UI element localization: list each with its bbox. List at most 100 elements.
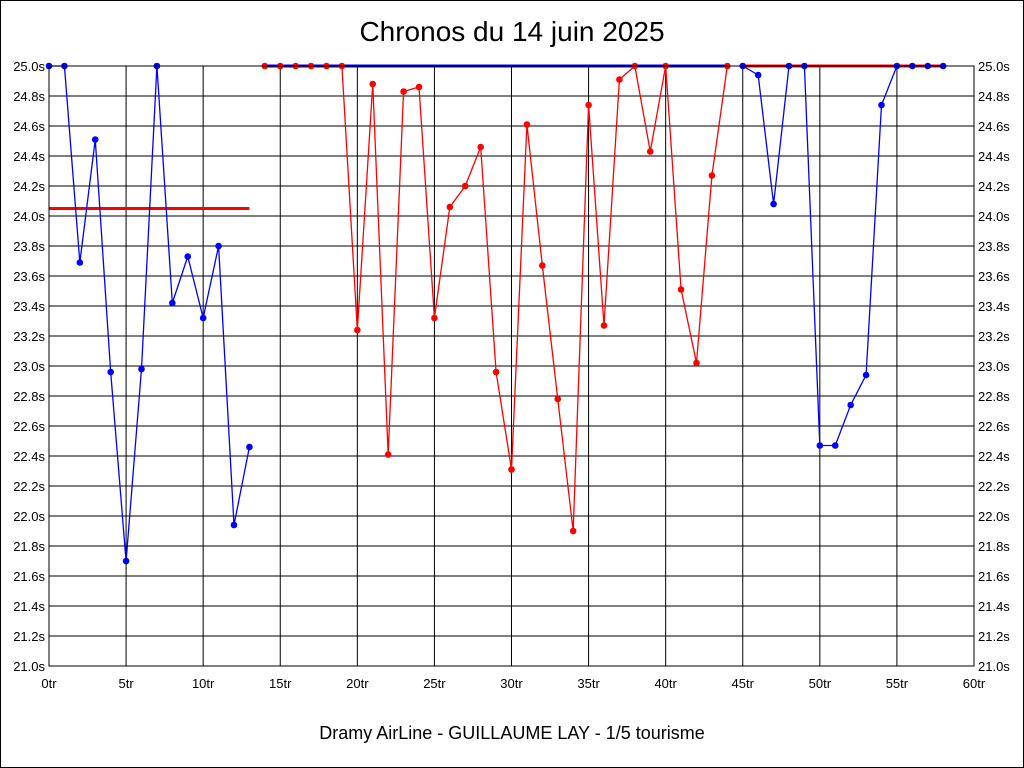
data-point	[184, 253, 192, 260]
y-tick-label-right: 21.4s	[978, 599, 1010, 614]
x-tick-label: 5tr	[118, 676, 134, 691]
data-point	[600, 322, 608, 329]
y-tick-label: 21.2s	[13, 629, 45, 644]
y-tick-label-right: 24.6s	[978, 119, 1010, 134]
y-tick-label: 25.0s	[13, 59, 45, 74]
data-point	[569, 527, 577, 535]
data-point	[76, 259, 84, 266]
data-point	[847, 401, 854, 409]
data-point	[677, 286, 685, 293]
data-point	[693, 359, 700, 367]
data-point	[215, 242, 222, 250]
y-tick-label-right: 22.4s	[978, 449, 1010, 464]
y-tick-label-right: 24.0s	[978, 209, 1010, 224]
y-tick-label-right: 21.0s	[978, 659, 1010, 674]
y-tick-label: 22.2s	[13, 479, 45, 494]
data-point	[122, 557, 130, 565]
data-point	[369, 80, 377, 88]
y-tick-label-right: 23.0s	[978, 359, 1010, 374]
data-point	[523, 121, 531, 128]
data-point	[230, 521, 238, 529]
x-tick-label: 10tr	[192, 676, 215, 691]
x-tick-label: 20tr	[346, 676, 369, 691]
data-point	[831, 442, 839, 449]
y-tick-label: 21.0s	[13, 659, 45, 674]
y-tick-label: 24.0s	[13, 209, 45, 224]
y-tick-label: 24.4s	[13, 149, 45, 164]
y-tick-label-right: 23.6s	[978, 269, 1010, 284]
data-point	[816, 442, 824, 449]
x-tick-label: 25tr	[423, 676, 446, 691]
data-point	[400, 88, 407, 95]
y-tick-label: 24.6s	[13, 119, 45, 134]
x-tick-label: 0tr	[41, 676, 57, 691]
data-point	[770, 200, 777, 208]
data-point	[508, 466, 515, 473]
data-point	[539, 262, 546, 269]
y-tick-label: 23.6s	[13, 269, 45, 284]
x-axis: 0tr 5tr 10tr 15tr 20tr 25tr 30tr 35tr 40tr 45tr 50…	[41, 676, 985, 691]
y-tick-label: 23.4s	[13, 299, 45, 314]
data-point	[199, 314, 207, 322]
y-tick-label: 22.0s	[13, 509, 45, 524]
data-point	[754, 71, 762, 79]
data-series	[45, 62, 947, 565]
data-point	[554, 395, 562, 403]
y-tick-label-right: 22.2s	[978, 479, 1010, 494]
x-tick-label: 35tr	[577, 676, 600, 691]
data-point	[431, 314, 438, 322]
data-point	[446, 203, 454, 211]
y-tick-label-right: 21.6s	[978, 569, 1010, 584]
series-line	[49, 65, 251, 562]
y-tick-label-right: 23.8s	[978, 239, 1010, 254]
y-tick-label: 21.8s	[13, 539, 45, 554]
y-tick-label: 24.8s	[13, 89, 45, 104]
plot-border	[48, 65, 975, 667]
data-point	[461, 182, 469, 190]
x-tick-label: 15tr	[269, 676, 292, 691]
chart-subtitle: Dramy AirLine - GUILLAUME LAY - 1/5 tour…	[319, 723, 705, 743]
data-point	[878, 101, 885, 109]
data-point	[646, 148, 654, 155]
x-tick-label: 40tr	[654, 676, 677, 691]
x-tick-label: 45tr	[732, 676, 755, 691]
data-point	[384, 451, 392, 458]
y-tick-label-right: 22.6s	[978, 419, 1010, 434]
data-point	[169, 299, 176, 307]
y-tick-label-right: 25.0s	[978, 59, 1010, 74]
y-tick-label-right: 22.8s	[978, 389, 1010, 404]
y-tick-label-right: 23.4s	[978, 299, 1010, 314]
y-tick-label-right: 22.0s	[978, 509, 1010, 524]
data-point	[91, 136, 99, 143]
y-tick-label: 22.6s	[13, 419, 45, 434]
data-point	[354, 326, 361, 334]
chart-title: Chronos du 14 juin 2025	[359, 16, 665, 47]
x-tick-label: 50tr	[809, 676, 832, 691]
y-tick-label: 21.4s	[13, 599, 45, 614]
x-tick-label: 30tr	[500, 676, 523, 691]
y-tick-label-right: 24.2s	[978, 179, 1010, 194]
x-tick-label: 55tr	[886, 676, 909, 691]
data-point	[708, 172, 716, 179]
series-line	[742, 65, 944, 447]
y-axis-right: 21.0s 21.2s 21.4s 21.6s 21.8s 22.0s 22.2s 22.4s…	[978, 59, 1010, 674]
grid-lines	[48, 65, 975, 667]
data-point	[492, 368, 500, 376]
y-tick-label: 23.8s	[13, 239, 45, 254]
y-tick-label: 22.4s	[13, 449, 45, 464]
y-tick-label-right: 21.2s	[978, 629, 1010, 644]
data-point	[585, 101, 592, 109]
y-tick-label: 22.8s	[13, 389, 45, 404]
data-point	[862, 371, 870, 379]
y-tick-label: 21.6s	[13, 569, 45, 584]
data-point	[477, 143, 484, 151]
data-point	[107, 368, 114, 376]
data-point	[138, 365, 145, 373]
y-tick-label-right: 24.4s	[978, 149, 1010, 164]
y-tick-label: 24.2s	[13, 179, 45, 194]
series-line	[264, 64, 728, 532]
y-tick-label: 23.0s	[13, 359, 45, 374]
y-tick-label-right: 24.8s	[978, 89, 1010, 104]
x-tick-label: 60tr	[963, 676, 986, 691]
